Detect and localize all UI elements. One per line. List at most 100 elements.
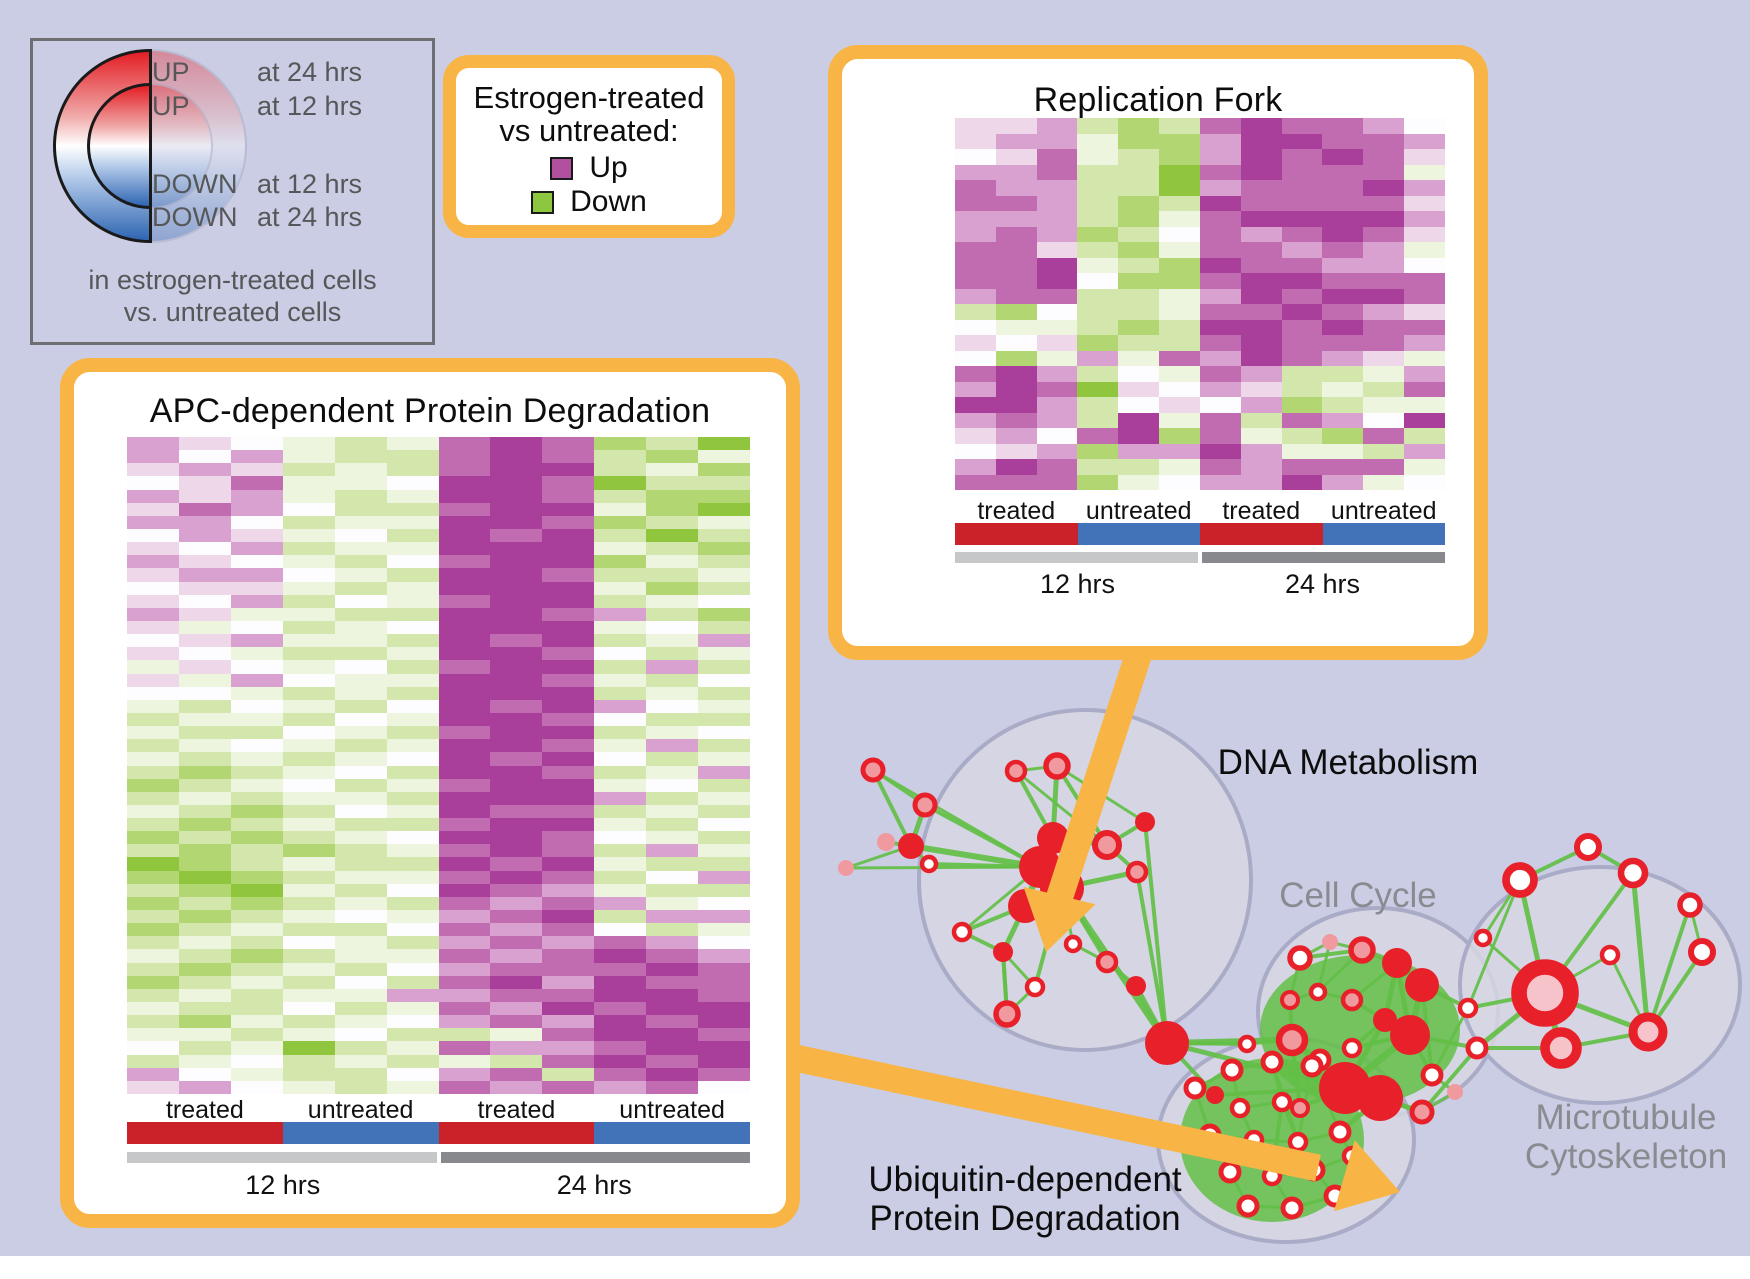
untreated-bar-segment (1077, 523, 1200, 545)
gene-node (1280, 990, 1300, 1010)
replication-fork-panel: Replication Fork treated untreated treat… (828, 45, 1488, 660)
gene-node (1405, 968, 1439, 1002)
gene-node (1271, 1091, 1293, 1113)
gene-node (1280, 1196, 1304, 1220)
gene-node (1322, 934, 1338, 950)
network-edge (1135, 870, 1169, 1045)
apc-condition-bar (127, 1122, 750, 1144)
updown-legend-title-line2: vs untreated: (499, 113, 679, 148)
gene-node (1373, 1008, 1397, 1032)
ring-legend-word: DOWN (152, 202, 238, 232)
ring-legend-footer-line2: vs. untreated cells (123, 297, 342, 327)
connector-arrow-apc-head (1333, 1140, 1400, 1212)
gene-node (1275, 1023, 1309, 1057)
gene-node (993, 1000, 1021, 1028)
gene-node (1206, 1086, 1224, 1104)
updown-legend-box: Estrogen-treated vs untreated: Up Down (443, 55, 735, 238)
network-edge (1630, 870, 1651, 1035)
gene-node (1357, 1075, 1403, 1121)
ring-legend-footer-line1: in estrogen-treated cells (88, 265, 377, 295)
ring-legend-time: at 24 hrs (257, 57, 363, 87)
connector-arrow-replication-head (1023, 886, 1096, 952)
network-edge (1143, 820, 1169, 1045)
gene-node (1540, 1027, 1582, 1069)
ring-legend-time: at 24 hrs (257, 202, 363, 232)
gene-node (1473, 928, 1493, 948)
gene-node (1218, 1160, 1242, 1184)
gene-node (1290, 1098, 1310, 1118)
gene-node (1573, 832, 1603, 862)
gene-node (1236, 1194, 1260, 1218)
gene-node (1125, 860, 1149, 884)
replication-time-labels: 12 hrs 24 hrs (1039, 569, 1361, 599)
gene-node (1183, 1076, 1207, 1100)
gene-node (1004, 759, 1028, 783)
time-24h-bar-segment (1202, 552, 1445, 563)
gene-node (919, 854, 939, 874)
network-edge (1466, 878, 1522, 1010)
apc-condition-labels: treated untreated treated untreated (165, 1096, 725, 1124)
ring-inner (87, 83, 213, 209)
gene-node (1063, 934, 1083, 954)
gene-node (1390, 1015, 1430, 1055)
time-12h-bar-segment (955, 552, 1198, 563)
network-edge (908, 843, 1043, 870)
up-swatch (550, 156, 574, 180)
treated-bar-segment (438, 1122, 595, 1144)
replication-condition-bar (955, 523, 1445, 545)
time-12h-bar-segment (127, 1152, 437, 1163)
apc-degradation-heatmap (127, 437, 750, 1094)
gene-node (1229, 1097, 1251, 1119)
gene-node (1687, 937, 1717, 967)
replication-time-bar (955, 552, 1445, 563)
gene-node (1135, 812, 1155, 832)
connector-arrow-apc (792, 1044, 1321, 1182)
gene-node (1037, 822, 1069, 854)
network-edge (1430, 1006, 1470, 1077)
gene-node (1502, 862, 1538, 898)
gene-node (1599, 944, 1621, 966)
cluster-label-cell-cycle: Cell Cycle (1279, 876, 1437, 915)
network-edge (871, 768, 913, 848)
connector-arrow-replication (1045, 645, 1153, 907)
cluster-label-dna-metabolism: DNA Metabolism (1217, 743, 1479, 782)
replication-fork-title: Replication Fork (1033, 81, 1283, 119)
gene-node (951, 921, 973, 943)
intensity-ring-legend-box: UP at 24 hrs UP at 12 hrs DOWN at 12 hrs… (30, 38, 435, 345)
gene-node (1420, 1063, 1444, 1087)
treated-bar-segment (127, 1122, 283, 1144)
gene-node (1617, 857, 1649, 889)
treated-bar-segment (1200, 523, 1323, 545)
gene-node (1382, 948, 1412, 978)
ring-legend-word: UP (152, 57, 190, 87)
gene-node (1308, 982, 1328, 1002)
ring-divider (149, 49, 152, 243)
gene-node (1447, 1084, 1463, 1100)
gene-node (1145, 1021, 1189, 1065)
gene-node (1095, 950, 1119, 974)
gene-node (1677, 892, 1703, 918)
gene-node (1340, 988, 1364, 1012)
time-24h-bar-segment (440, 1152, 750, 1163)
cluster-label-microtubule: Microtubule Cytoskeleton (1524, 1098, 1728, 1177)
treated-bar-segment (955, 523, 1078, 545)
gene-node (912, 792, 938, 818)
gene-node (1511, 959, 1579, 1027)
gene-node (1220, 1058, 1244, 1082)
untreated-bar-segment (282, 1122, 439, 1144)
apc-time-labels: 12 hrs 24 hrs (245, 1170, 632, 1200)
gene-node (1457, 997, 1479, 1019)
gene-node (860, 757, 886, 783)
gene-node (1043, 752, 1071, 780)
apc-degradation-title: APC-dependent Protein Degradation (149, 392, 711, 430)
network-edge (1420, 1046, 1479, 1114)
gene-node (1465, 1036, 1489, 1060)
gene-node (877, 833, 895, 851)
down-swatch (531, 190, 555, 214)
network-edge (871, 768, 1042, 869)
ring-legend-word: UP (152, 91, 190, 121)
gene-node (898, 833, 924, 859)
gene-node (1341, 1037, 1363, 1059)
